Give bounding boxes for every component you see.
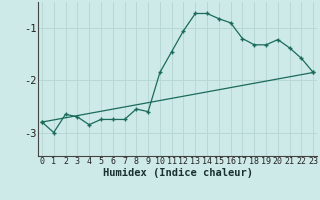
X-axis label: Humidex (Indice chaleur): Humidex (Indice chaleur) xyxy=(103,168,252,178)
